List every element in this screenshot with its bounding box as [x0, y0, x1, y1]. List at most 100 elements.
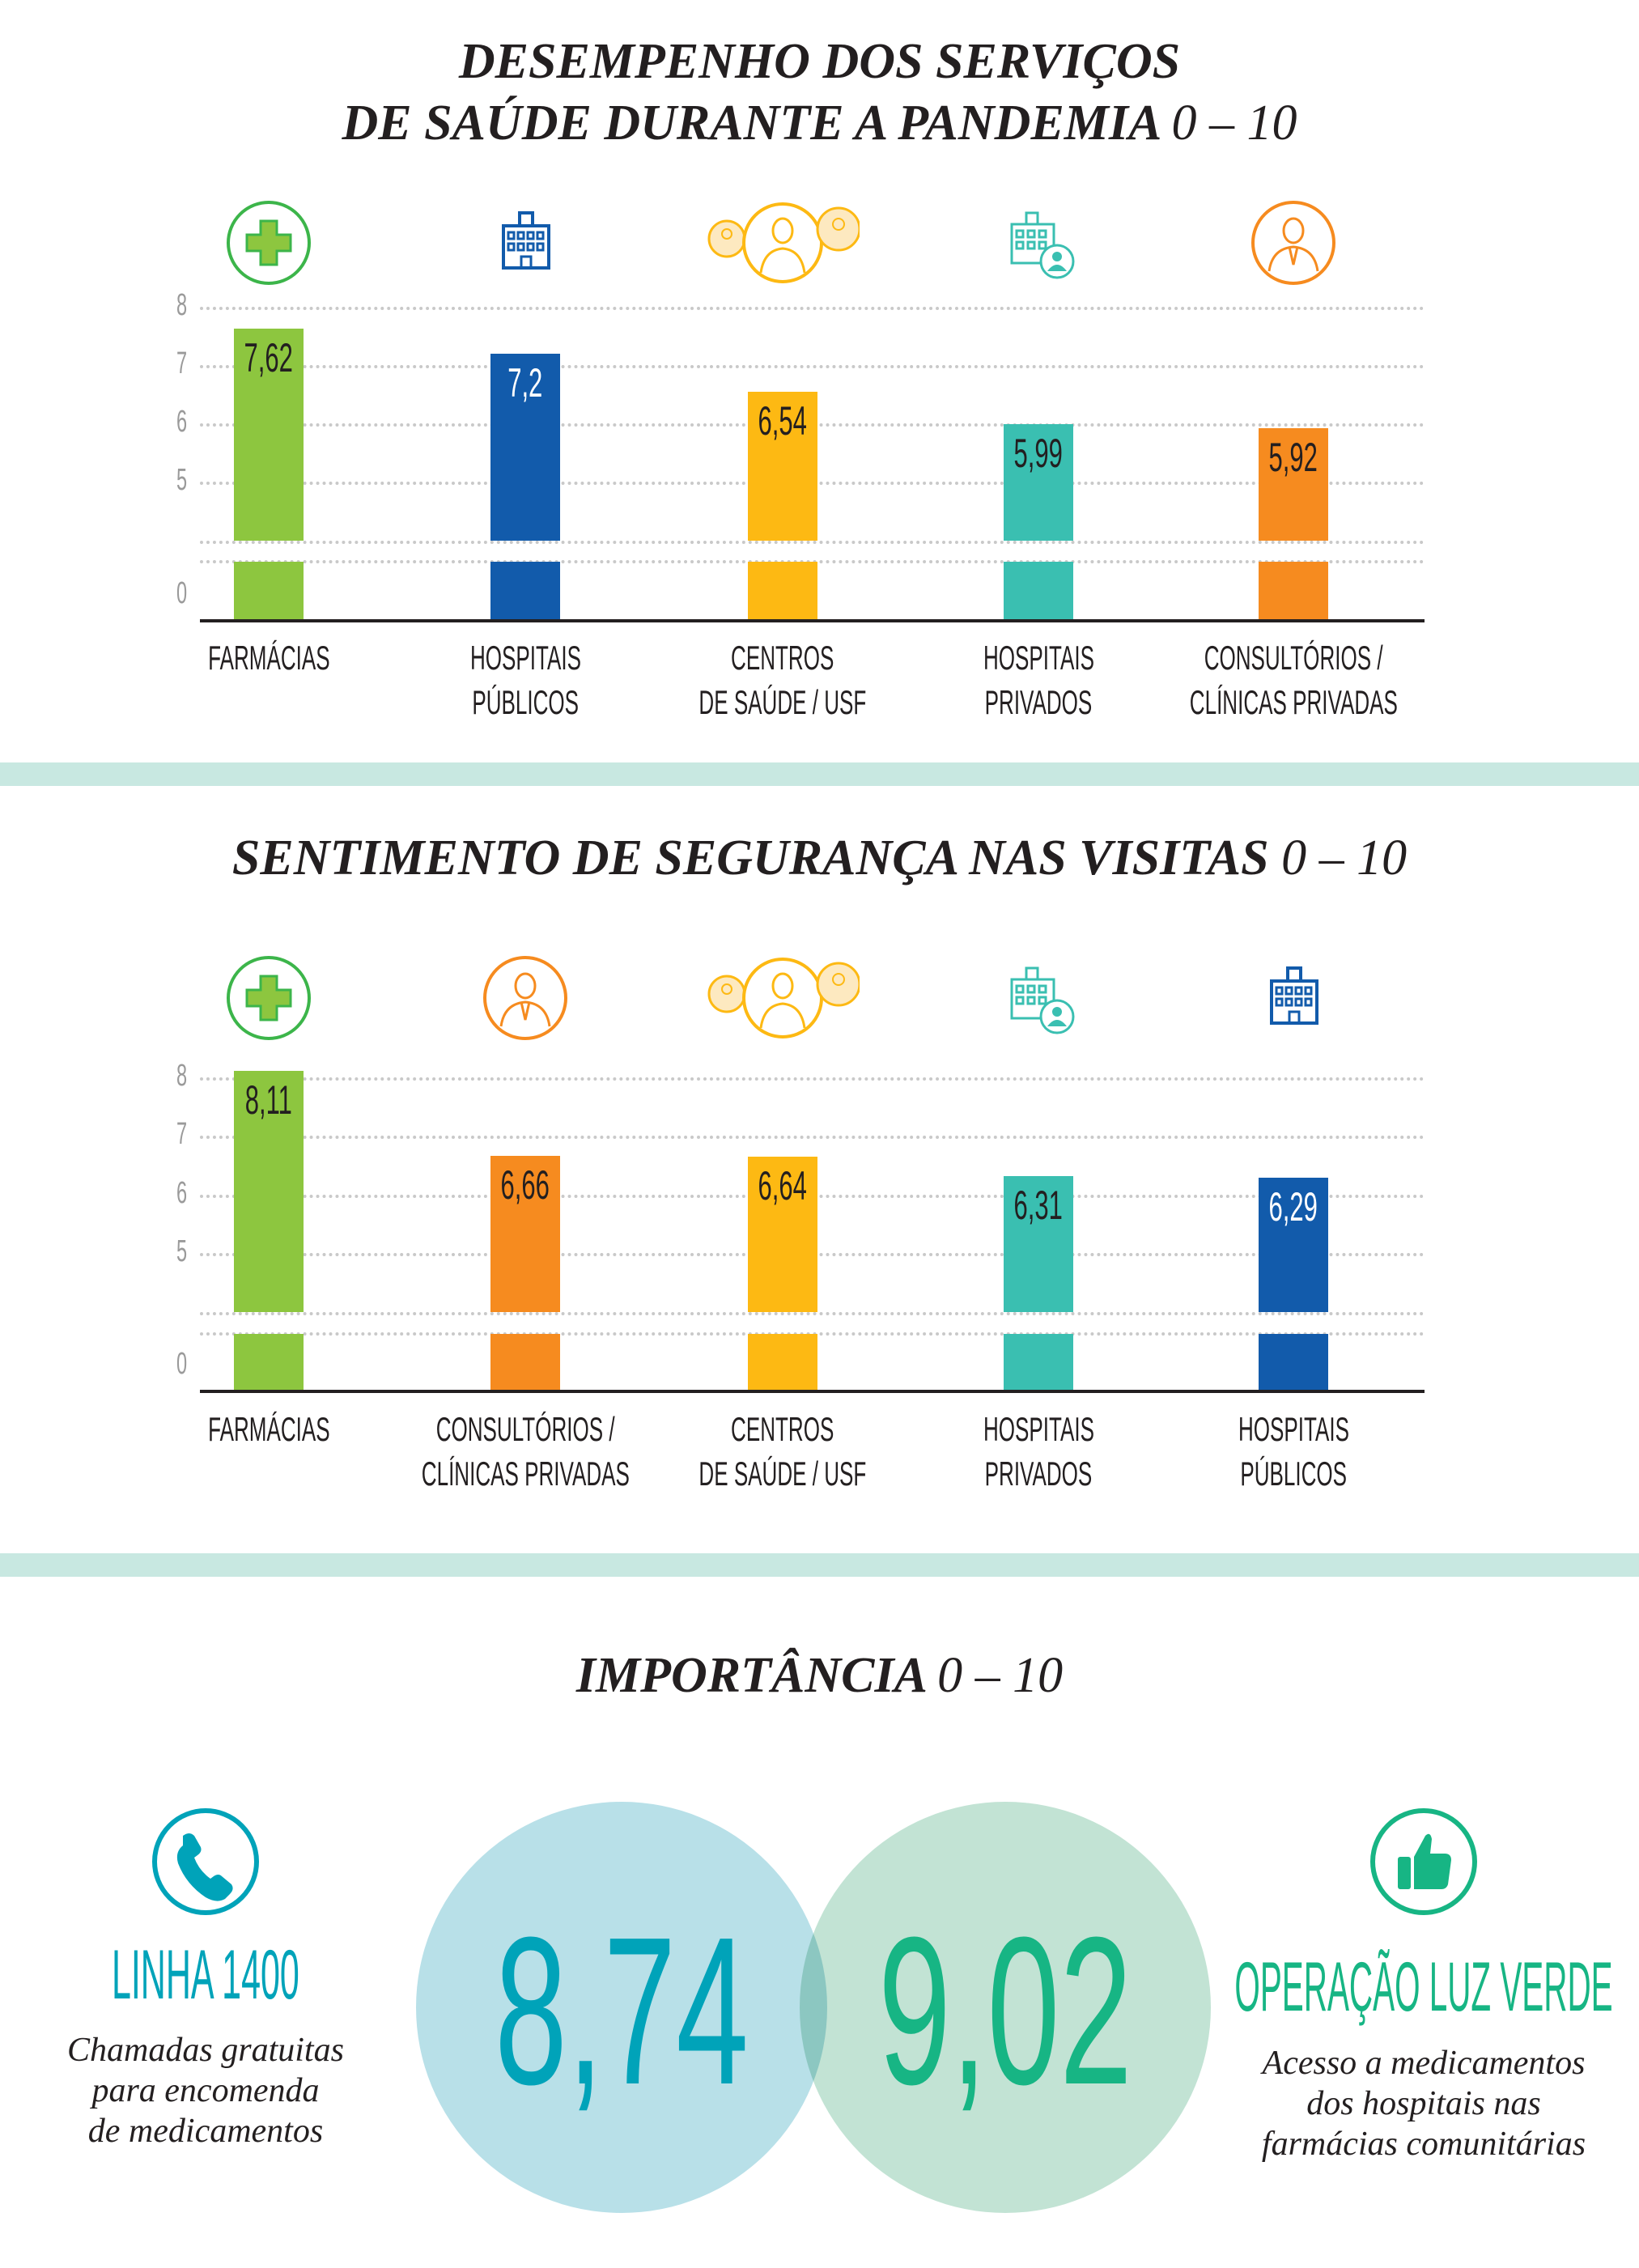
y-tick-text: 0	[176, 576, 188, 610]
bar-value-text: 7,62	[244, 335, 294, 381]
y-tick-label: 0	[162, 1346, 202, 1382]
importance-range: 0 – 10	[937, 1648, 1064, 1703]
circle-linha-1400	[416, 1802, 827, 2213]
private-hospital-icon	[994, 198, 1083, 291]
category-label-line: HOSPITAIS	[1238, 1410, 1349, 1448]
y-tick-label: 8	[162, 1058, 202, 1094]
bar-upper	[234, 1071, 304, 1312]
doctor-icon	[481, 953, 570, 1047]
bar-lower	[1259, 562, 1328, 619]
bar-value-text: 6,64	[758, 1163, 808, 1209]
bar-upper	[1004, 423, 1073, 541]
category-label-line: DE SAÚDE / USF	[698, 683, 867, 721]
y-tick-label: 6	[162, 404, 202, 440]
desc-line: Acesso a medicamentos	[1262, 2045, 1586, 2082]
value-luz-verde-text: 9,02	[878, 1894, 1132, 2129]
bar-value-label: 5,99	[974, 431, 1103, 476]
category-label-line: PÚBLICOS	[472, 683, 579, 721]
y-tick-text: 6	[176, 1175, 188, 1210]
bar-value-text: 5,99	[1013, 430, 1064, 476]
y-tick-label: 5	[162, 462, 202, 498]
thumbs-up-icon	[1370, 1808, 1477, 1915]
bar-value-text: 8,11	[244, 1077, 293, 1123]
pharmacy-cross-icon	[224, 198, 313, 291]
y-tick-label: 0	[162, 575, 202, 611]
linha-1400-label: LINHA 1400	[44, 1939, 367, 2011]
bar-lower	[1259, 1334, 1328, 1390]
chart2-title-text: SENTIMENTO DE SEGURANÇA NAS VISITAS	[231, 830, 1269, 886]
importance-title-text: IMPORTÂNCIA	[575, 1648, 925, 1703]
y-tick-label: 8	[162, 287, 202, 323]
category-label: FARMÁCIAS	[151, 635, 386, 724]
bar-value-label: 7,2	[461, 360, 590, 406]
category-label-line: PÚBLICOS	[1240, 1455, 1347, 1493]
category-label: HOSPITAIS PÚBLICOS	[408, 635, 643, 724]
category-label-line: PRIVADOS	[984, 683, 1093, 721]
phone-icon	[152, 1808, 259, 1915]
bar-lower	[1004, 562, 1073, 619]
desc-line: dos hospitais nas	[1306, 2085, 1541, 2122]
category-label: CONSULTÓRIOS / CLÍNICAS PRIVADAS	[1176, 635, 1411, 724]
axis-break-line	[200, 541, 1425, 544]
desc-line: Chamadas gratuitas	[67, 2032, 344, 2069]
category-label: CONSULTÓRIOS / CLÍNICAS PRIVADAS	[408, 1407, 643, 1496]
category-label: HOSPITAIS PRIVADOS	[921, 1407, 1156, 1496]
category-label-line: HOSPITAIS	[983, 1410, 1094, 1448]
importance-title: IMPORTÂNCIA 0 – 10	[0, 1645, 1639, 1706]
y-tick-text: 6	[176, 405, 188, 439]
doctors-group-icon	[706, 953, 861, 1047]
bar-value-text: 5,92	[1268, 434, 1318, 480]
bar-upper	[1004, 1176, 1073, 1312]
bar-value-text: 6,66	[500, 1162, 550, 1208]
circle-luz-verde	[800, 1802, 1211, 2213]
bar-lower	[1004, 1334, 1073, 1390]
bar-upper	[234, 329, 304, 541]
desc-line: para encomenda	[91, 2072, 320, 2109]
bar-value-label: 6,64	[718, 1163, 847, 1208]
hospital-icon	[481, 198, 570, 291]
divider-band	[0, 762, 1639, 786]
y-tick-text: 0	[176, 1347, 188, 1381]
category-label-line	[151, 1451, 386, 1496]
linha-1400-description: Chamadas gratuitas para encomenda de med…	[19, 2030, 392, 2151]
bar-value-label: 6,54	[718, 398, 847, 444]
bar-upper	[490, 1155, 560, 1312]
chart2-range: 0 – 10	[1281, 830, 1408, 886]
y-tick-label: 7	[162, 346, 202, 381]
category-label-line: CENTROS	[731, 639, 834, 677]
category-label-line: CONSULTÓRIOS /	[1204, 639, 1383, 677]
category-label: CENTROS DE SAÚDE / USF	[665, 635, 900, 724]
category-label-line: FARMÁCIAS	[207, 1410, 330, 1448]
private-hospital-icon	[994, 953, 1083, 1047]
pharmacy-cross-icon	[224, 953, 313, 1047]
axis-break-line	[200, 1312, 1425, 1315]
gridline	[200, 307, 1425, 310]
y-tick-text: 8	[176, 288, 188, 322]
bar-value-label: 7,62	[204, 335, 333, 380]
x-axis-baseline	[200, 1390, 1425, 1393]
bar-value-text: 6,29	[1268, 1183, 1318, 1230]
gridline	[200, 365, 1425, 368]
bar-value-label: 8,11	[204, 1077, 333, 1123]
hospital-icon	[1249, 953, 1338, 1047]
x-axis-baseline	[200, 619, 1425, 622]
bar-lower	[234, 1334, 304, 1390]
luz-verde-label: OPERAÇÃO LUZ VERDE	[1221, 1951, 1626, 2024]
doctor-icon	[1249, 198, 1338, 291]
bar-lower	[234, 562, 304, 619]
bar-lower	[490, 1334, 560, 1390]
doctors-group-icon	[706, 198, 861, 291]
category-label-line: CONSULTÓRIOS /	[435, 1410, 615, 1448]
chart1-title-line2: DE SAÚDE DURANTE A PANDEMIA 0 – 10	[0, 92, 1639, 154]
gridline	[200, 1077, 1425, 1081]
luz-verde-label-text: OPERAÇÃO LUZ VERDE	[1234, 1948, 1613, 2026]
chart1-range: 0 – 10	[1171, 96, 1297, 151]
bar-upper	[1259, 427, 1328, 541]
chart1-title-line1: DESEMPENHO DOS SERVIÇOS	[458, 34, 1181, 89]
y-tick-text: 7	[176, 346, 188, 380]
bar-value-text: 7,2	[507, 359, 543, 406]
category-label-line: HOSPITAIS	[469, 639, 581, 677]
category-label-line: CLÍNICAS PRIVADAS	[1189, 683, 1398, 721]
category-label-line: PRIVADOS	[984, 1455, 1093, 1493]
bar-lower	[748, 562, 817, 619]
